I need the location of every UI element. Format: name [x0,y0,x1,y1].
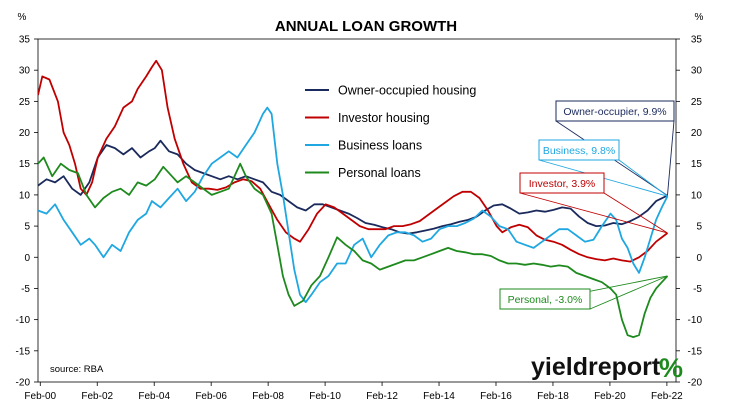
series-line-business-loans [38,106,669,304]
legend: Owner-occupied housing Investor housing Bu… [305,84,476,180]
annotation-box [499,288,591,310]
y-tick-label-left: 25 [19,97,31,108]
series-line-investor-housing [38,59,669,263]
legend-label-investor-housing: Investor housing [338,111,430,125]
y-tick-label-left: 5 [24,222,30,233]
x-tick-label: Feb-00 [24,391,56,402]
x-tick-label: Feb-16 [480,391,512,402]
annotation-leader [519,192,668,234]
annotation-box [538,139,620,161]
y-tick-label-right: -5 [693,284,702,295]
annotation-label: Owner-occupier, 9.9% [563,106,666,118]
y-axis-left: -20 -15 -10 -5 0 5 10 15 20 25 30 35 [16,35,38,389]
y-tick-label-right: -10 [688,315,703,326]
x-tick-label: Feb-20 [594,391,626,402]
y-tick-label-right: -20 [688,378,703,389]
x-tick-label: Feb-06 [195,391,227,402]
annotation-leader [589,275,668,310]
x-tick-label: Feb-22 [651,391,683,402]
y-tick-label-left: -15 [16,346,31,357]
source-note: source: RBA [50,364,104,375]
annotation-label: Investor, 3.9% [529,178,596,190]
y-tick-label-left: -10 [16,315,31,326]
y-tick-label-left: 0 [24,253,30,264]
yieldreport-logo: yieldreport % [531,353,683,383]
series-line-personal-loans [38,156,669,338]
y-tick-label-left: 10 [19,190,31,201]
logo-wordmark: yieldreport [531,353,661,381]
y-tick-label-left: 15 [19,159,31,170]
y-tick-label-left: 35 [19,35,31,46]
y-tick-label-right: 15 [691,159,703,170]
x-tick-label: Feb-10 [309,391,341,402]
annotation-box [519,172,605,194]
y-axis-unit-left: % [18,12,27,23]
chart-title: ANNUAL LOAN GROWTH [275,18,457,35]
x-tick-label: Feb-08 [252,391,284,402]
annotation-label: Business, 9.8% [543,145,615,157]
y-tick-label-right: 10 [691,190,703,201]
x-tick-label: Feb-02 [81,391,113,402]
x-tick-label: Feb-04 [138,391,170,402]
annotation-leader [618,159,668,197]
annotation-label: Personal, -3.0% [508,294,583,306]
y-tick-label-right: 5 [696,222,702,233]
series-layer [38,59,669,338]
y-tick-label-right: 25 [691,97,703,108]
y-tick-label-left: 20 [19,128,31,139]
annotation-leader [603,192,668,234]
y-tick-label-right: 20 [691,128,703,139]
legend-label-business-loans: Business loans [338,139,422,153]
annotations: Owner-occupier, 9.9% Business, 9.8% Invest… [499,100,675,310]
legend-label-personal-loans: Personal loans [338,166,421,180]
y-tick-label-left: -20 [16,378,31,389]
series-line-owner-occupied-housing [38,139,668,235]
x-tick-label: Feb-18 [537,391,569,402]
y-tick-label-left: -5 [21,284,30,295]
y-tick-label-left: 30 [19,66,31,77]
y-axis-right: -20 -15 -10 -5 0 5 10 15 20 25 30 35 [676,35,702,389]
x-tick-label: Feb-14 [423,391,455,402]
annotation-leader [667,120,675,196]
logo-percent-icon: % [659,353,683,383]
x-axis: Feb-00 Feb-02 Feb-04 Feb-06 Feb-08 Feb-10 Feb-… [24,382,683,402]
y-axis-unit-right: % [695,12,704,23]
y-tick-label-right: -15 [688,346,703,357]
y-tick-label-right: 30 [691,66,703,77]
annotation-box [555,100,675,122]
legend-label-owner-occupied-housing: Owner-occupied housing [338,84,476,98]
y-tick-label-right: 0 [696,253,702,264]
x-tick-label: Feb-12 [366,391,398,402]
y-tick-label-right: 35 [691,35,703,46]
